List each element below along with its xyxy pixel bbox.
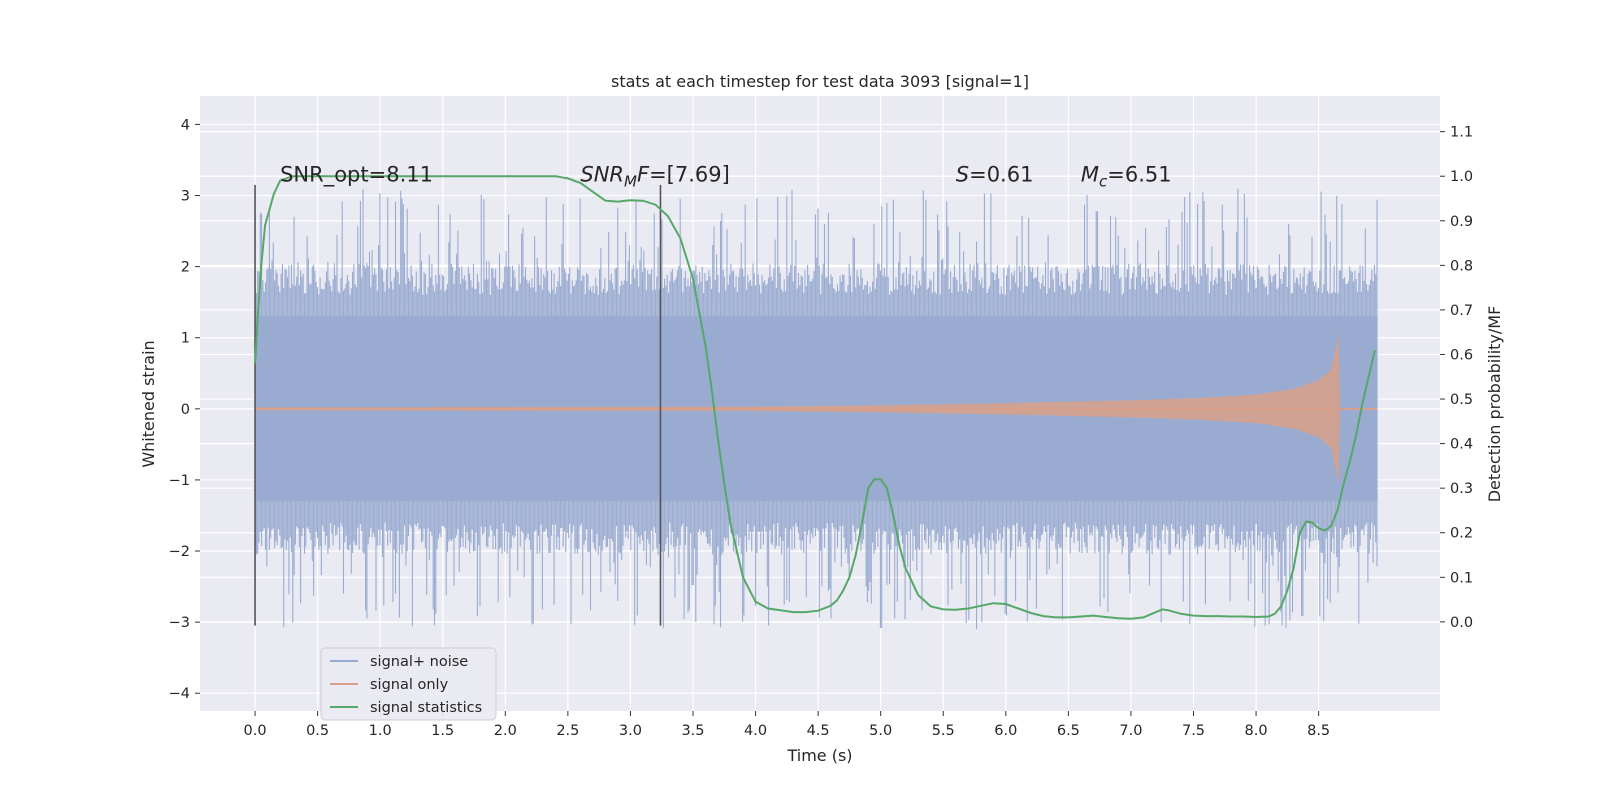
right-y-tick-label-0-9: 0.9 [1450,214,1473,230]
y-tick-label-3: −3 [169,615,190,631]
x-tick-label-3-5: 3.5 [681,723,704,739]
legend-label-signal-noise: signal+ noise [370,654,468,670]
x-tick-label-7-0: 7.0 [1119,723,1142,739]
legend-label-signal-only: signal only [370,677,449,693]
legend: signal+ noise signal only signal statist… [320,647,497,721]
y-tick-label-2: 2 [181,260,190,276]
annotation-mc: Mc=6.51 [1081,162,1172,190]
x-tick-label-8-0: 8.0 [1245,723,1268,739]
x-tick-label-4-0: 4.0 [744,723,767,739]
x-tick-label-2-5: 2.5 [556,723,579,739]
right-y-tick-label-0-3: 0.3 [1450,481,1473,497]
right-y-tick-label-1-1: 1.1 [1450,125,1473,141]
y-tick-label-2: −2 [169,544,190,560]
annotation-snr_opt: SNR_opt=8.11 [280,162,433,187]
x-tick-label-1-0: 1.0 [369,723,392,739]
x-tick-label-0-5: 0.5 [306,723,329,739]
chart-title: stats at each timestep for test data 309… [611,72,1029,91]
x-tick-label-8-5: 8.5 [1307,723,1330,739]
marker-lines [254,184,662,626]
annotations: SNR_opt=8.11 SNRMF=[7.69] S=0.61 Mc=6.51 [280,162,1172,190]
right-y-tick-label-0-6: 0.6 [1450,347,1473,363]
annotation-snr_mf: SNRMF=[7.69] [580,162,729,190]
y-tick-label-4: −4 [169,686,190,702]
x-tick-label-1-5: 1.5 [431,723,454,739]
signal-statistics-line [254,175,1376,620]
right-y-tick-label-1-0: 1.0 [1450,169,1473,185]
right-y-tick-label-0-0: 0.0 [1450,615,1473,631]
x-axis-label: Time (s) [786,746,852,765]
x-tick-label-7-5: 7.5 [1182,723,1205,739]
signal-statistics-series [254,175,1376,620]
right-y-tick-label-0-1: 0.1 [1450,570,1473,586]
y-axis-ticks: 4 3 2 1 0 −1 −2 −3 −4 [169,117,200,702]
y-tick-label-1: 1 [181,331,190,347]
right-y-tick-label-0-7: 0.7 [1450,303,1473,319]
x-tick-label-3-0: 3.0 [619,723,642,739]
x-tick-label-4-5: 4.5 [807,723,830,739]
x-tick-label-6-5: 6.5 [1057,723,1080,739]
x-tick-label-6-0: 6.0 [994,723,1017,739]
y-axis-label: Whitened strain [139,340,158,467]
y-tick-label-1: −1 [169,473,190,489]
right-y-tick-label-0-8: 0.8 [1450,258,1473,274]
x-axis-ticks: 0.0 0.5 1.0 1.5 2.0 2.5 3.0 3.5 4.0 4.5 5.0 5.5 6.0 6… [244,711,1330,739]
signal-only-series [255,334,1378,484]
y-tick-label-4: 4 [181,117,190,133]
y-tick-label-3: 3 [181,189,190,205]
x-tick-label-5-5: 5.5 [932,723,955,739]
x-tick-label-0-0: 0.0 [244,723,267,739]
right-y-axis-ticks: 1.1 1.0 0.9 0.8 0.7 0.6 0.5 0.4 0.3 0.2 0.1 0.0 [1440,125,1473,631]
y-tick-label-0: 0 [181,402,190,418]
right-y-axis-label: Detection probability/MF [1485,306,1504,503]
x-tick-label-5-0: 5.0 [869,723,892,739]
x-tick-label-2-0: 2.0 [494,723,517,739]
annotation-s: S=0.61 [956,162,1034,186]
legend-box [320,647,497,721]
right-y-tick-label-0-4: 0.4 [1450,437,1473,453]
right-y-tick-label-0-2: 0.2 [1450,526,1473,542]
legend-label-signal-statistics: signal statistics [370,700,482,716]
right-y-tick-label-0-5: 0.5 [1450,392,1473,408]
